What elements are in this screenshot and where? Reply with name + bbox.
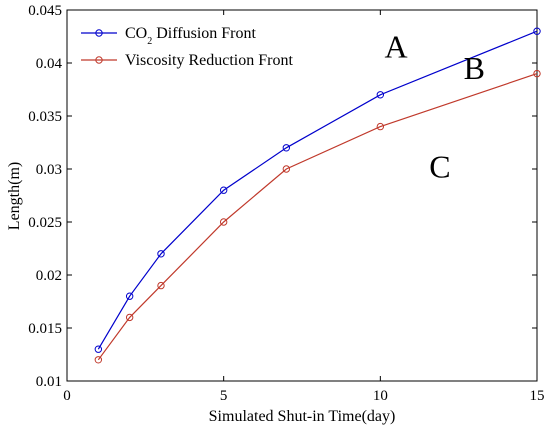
data-point — [157, 250, 165, 258]
x-tick-label: 10 — [373, 388, 388, 404]
region-label-b: B — [464, 50, 485, 86]
y-tick-label: 0.045 — [28, 3, 62, 19]
data-point — [376, 122, 385, 131]
y-axis-label: Length(m) — [6, 162, 23, 230]
region-label-a: A — [384, 29, 407, 65]
y-tick-label: 0.035 — [28, 109, 62, 125]
x-tick-label: 0 — [63, 388, 71, 404]
legend-marker — [95, 56, 103, 64]
data-point — [157, 281, 165, 290]
data-point — [94, 356, 103, 364]
x-axis-label: Simulated Shut-in Time(day) — [209, 408, 396, 425]
y-tick-label: 0.03 — [36, 162, 62, 178]
y-tick-label: 0.015 — [28, 321, 62, 337]
data-point — [282, 144, 291, 152]
data-point — [219, 186, 228, 194]
legend-entry-0: CO2 Diffusion Front — [125, 25, 257, 47]
legend-entry-name: CO — [125, 25, 147, 42]
x-tick-label: 5 — [220, 388, 228, 404]
legend: CO2 Diffusion Front Viscosity Reduction F… — [81, 25, 293, 69]
data-point — [533, 27, 541, 35]
y-tick-label: 0.01 — [36, 374, 62, 390]
legend-entry-subscript: 2 — [147, 36, 152, 47]
y-tick-label: 0.025 — [28, 215, 62, 231]
plot-area: 0 5 10 15 0.01 0.015 0.02 0.025 0.03 0.035 0.04 0.0… — [28, 3, 544, 404]
legend-entry-suffix: Diffusion Front — [152, 25, 256, 42]
y-tick-label: 0.02 — [36, 268, 62, 284]
series-line-1 — [97, 73, 538, 361]
data-point — [219, 218, 228, 226]
x-tick-label: 15 — [530, 388, 545, 404]
data-point — [376, 91, 385, 99]
region-label-c: C — [429, 148, 450, 184]
series-line-0 — [97, 30, 538, 350]
legend-marker — [95, 29, 103, 37]
data-point — [125, 313, 134, 322]
legend-entry-name: Viscosity Reduction Front — [125, 52, 293, 69]
data-point — [125, 292, 134, 300]
plot-frame — [66, 9, 538, 382]
data-point — [282, 165, 291, 173]
legend-entry-1: Viscosity Reduction Front — [125, 52, 293, 69]
data-point — [533, 69, 541, 78]
y-tick-label: 0.04 — [36, 56, 63, 72]
data-point — [94, 345, 103, 353]
